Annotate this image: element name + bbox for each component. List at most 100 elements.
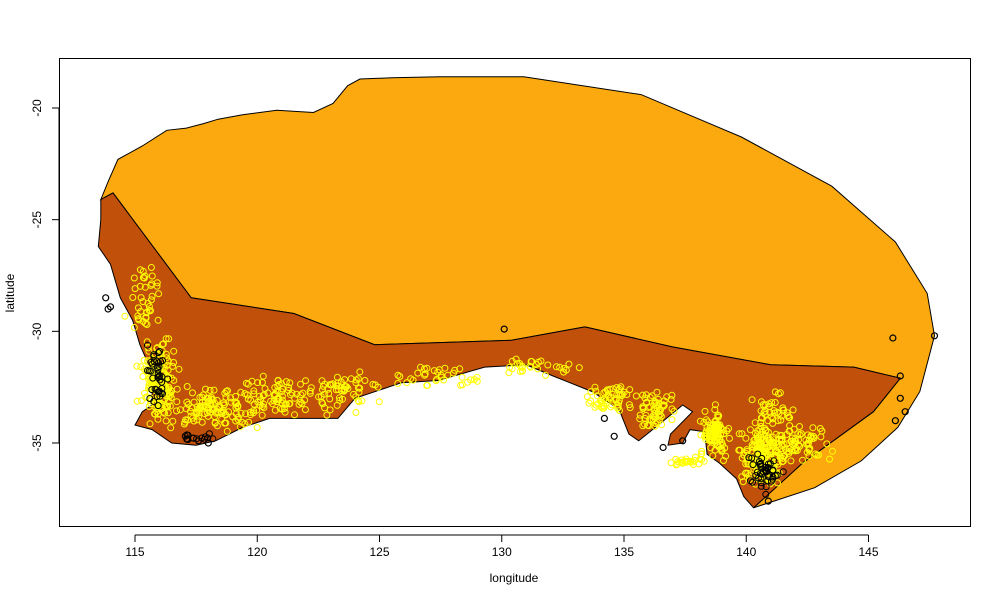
data-point [779, 457, 787, 465]
data-point [291, 394, 299, 402]
data-point [723, 427, 731, 435]
data-point [232, 404, 240, 412]
data-point [129, 294, 137, 301]
data-point [162, 335, 170, 343]
data-point [161, 409, 169, 417]
data-point [659, 443, 667, 452]
data-point [679, 437, 687, 445]
data-point [683, 458, 690, 466]
data-point [195, 412, 203, 420]
data-point [302, 377, 310, 385]
data-point [149, 374, 157, 382]
data-point [144, 341, 151, 349]
data-point [636, 415, 644, 423]
data-point [719, 426, 727, 434]
data-point [701, 432, 709, 440]
x-tick-label: 135 [614, 545, 634, 559]
data-point [780, 406, 788, 414]
data-point [204, 404, 212, 412]
data-point [164, 375, 172, 383]
data-point [326, 381, 334, 389]
data-point [691, 453, 699, 461]
data-point [709, 452, 717, 460]
data-point [654, 419, 662, 427]
data-point [183, 383, 191, 390]
x-tick-label: 130 [492, 545, 512, 559]
data-point [799, 456, 806, 464]
data-point [757, 459, 765, 467]
data-point [244, 395, 252, 403]
data-point [684, 457, 692, 465]
data-point [278, 388, 285, 396]
data-point [826, 455, 833, 463]
data-point [708, 422, 716, 430]
data-point [184, 401, 192, 408]
data-point [758, 428, 766, 435]
data-point [334, 382, 342, 390]
data-point [752, 429, 759, 437]
data-point [763, 468, 771, 476]
data-point [264, 389, 272, 397]
data-point [258, 411, 266, 419]
data-point [350, 390, 357, 398]
data-point [896, 394, 904, 402]
data-point [190, 398, 198, 406]
y-axis: -20 -25 -30 -35 [30, 99, 60, 452]
data-point [221, 419, 229, 427]
data-point [354, 397, 362, 405]
data-point [250, 409, 257, 417]
data-point [672, 455, 680, 463]
point-layer [102, 264, 939, 505]
data-point [710, 428, 718, 436]
data-point [653, 388, 661, 396]
data-point [776, 389, 784, 397]
data-point [423, 364, 431, 372]
data-point [565, 360, 573, 368]
data-point [808, 435, 816, 443]
y-tick-label: -35 [30, 434, 44, 452]
data-point [187, 412, 195, 420]
data-point [701, 407, 709, 415]
data-point [173, 385, 181, 393]
data-point [147, 296, 155, 304]
data-point [213, 405, 221, 413]
data-point [813, 451, 821, 459]
data-point [759, 401, 767, 409]
data-point [167, 424, 175, 432]
data-point [542, 371, 549, 379]
data-point [250, 387, 258, 395]
data-point [757, 414, 765, 422]
data-point [600, 414, 609, 422]
data-point [757, 423, 765, 430]
data-point [585, 399, 593, 407]
data-point [778, 437, 785, 445]
data-point [783, 448, 791, 456]
data-point [155, 290, 163, 298]
data-point [223, 427, 231, 435]
data-point [137, 294, 145, 302]
data-point [767, 477, 775, 485]
data-point [148, 272, 156, 280]
data-point [500, 325, 508, 333]
data-point [771, 452, 779, 460]
data-point [421, 371, 429, 379]
data-point [600, 395, 608, 403]
data-point [299, 389, 307, 397]
data-point [700, 418, 708, 426]
data-point [273, 387, 281, 395]
data-point [193, 435, 201, 443]
data-point [182, 416, 190, 424]
data-point [756, 442, 764, 450]
data-point [602, 397, 610, 405]
data-point [139, 373, 147, 380]
data-point [458, 373, 466, 381]
data-point [306, 389, 314, 397]
data-point [746, 426, 754, 434]
data-point [409, 376, 417, 384]
data-point [286, 379, 294, 387]
data-point [642, 391, 650, 399]
data-point [625, 401, 633, 409]
data-point [154, 415, 162, 423]
data-point [254, 379, 262, 387]
y-axis-title: latitude [3, 273, 17, 312]
